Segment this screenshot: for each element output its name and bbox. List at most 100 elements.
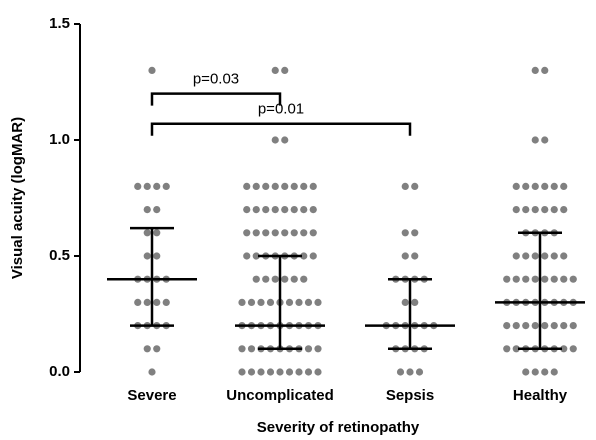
dot xyxy=(257,368,265,376)
dot xyxy=(541,136,549,144)
dot xyxy=(411,182,419,190)
dot xyxy=(281,275,289,283)
dot xyxy=(252,275,260,283)
dot xyxy=(406,368,414,376)
dot xyxy=(243,252,251,260)
x-axis-label: Severity of retinopathy xyxy=(257,419,420,436)
dot xyxy=(550,275,558,283)
dot xyxy=(512,206,520,214)
dot xyxy=(550,252,558,260)
dot xyxy=(541,252,549,260)
dot xyxy=(238,345,246,353)
dot xyxy=(309,252,317,260)
dot xyxy=(262,229,270,237)
dot xyxy=(503,345,511,353)
y-axis-label: Visual acuity (logMAR) xyxy=(9,117,26,279)
x-tick-label: Uncomplicated xyxy=(226,387,334,404)
dot xyxy=(281,229,289,237)
x-tick-label: Sepsis xyxy=(386,387,434,404)
p-value-label: p=0.01 xyxy=(258,101,304,118)
dot xyxy=(295,368,303,376)
dot xyxy=(512,322,520,330)
dot xyxy=(531,252,539,260)
p-value-label: p=0.03 xyxy=(193,71,239,88)
dot xyxy=(290,182,298,190)
dot xyxy=(257,298,265,306)
dot xyxy=(281,206,289,214)
dot xyxy=(541,66,549,74)
y-tick-label: 1.5 xyxy=(49,15,70,32)
dot xyxy=(531,275,539,283)
dot xyxy=(304,345,313,353)
dot xyxy=(153,298,161,306)
dot xyxy=(252,252,260,260)
significance-bracket xyxy=(150,122,412,136)
dot xyxy=(153,182,161,190)
dot xyxy=(512,182,520,190)
dot xyxy=(531,206,539,214)
dot xyxy=(281,66,289,74)
dot xyxy=(531,368,539,376)
dot xyxy=(238,298,246,306)
dot xyxy=(401,298,409,306)
dot xyxy=(309,229,317,237)
dot xyxy=(550,206,558,214)
dot xyxy=(243,229,251,237)
dot xyxy=(569,345,577,353)
dot xyxy=(134,298,142,306)
dot xyxy=(285,368,294,376)
dot xyxy=(290,206,298,214)
dot xyxy=(522,322,530,330)
dot xyxy=(243,182,251,190)
dot xyxy=(531,136,539,144)
dot xyxy=(503,275,511,283)
dot xyxy=(541,322,549,330)
dot xyxy=(153,345,161,353)
dot xyxy=(162,182,170,190)
dot xyxy=(285,298,294,306)
x-tick-label: Healthy xyxy=(513,387,568,404)
dot xyxy=(262,275,270,283)
dot xyxy=(550,368,558,376)
dot xyxy=(252,182,260,190)
dot xyxy=(290,229,298,237)
dot xyxy=(143,229,151,237)
dot xyxy=(522,252,530,260)
dot xyxy=(247,368,256,376)
dot xyxy=(153,229,161,237)
dot xyxy=(262,206,270,214)
dot xyxy=(295,298,303,306)
dot xyxy=(252,206,260,214)
dot xyxy=(522,182,530,190)
dot xyxy=(143,345,151,353)
dot xyxy=(281,182,289,190)
dot xyxy=(271,206,279,214)
dot xyxy=(541,182,549,190)
dot xyxy=(541,206,549,214)
dot xyxy=(569,322,577,330)
dot xyxy=(262,182,270,190)
significance-bracket xyxy=(150,92,282,106)
dot xyxy=(503,322,511,330)
dot xyxy=(560,182,568,190)
dot xyxy=(560,345,568,353)
dot xyxy=(314,298,322,306)
dot xyxy=(304,298,313,306)
dot xyxy=(541,275,549,283)
dot xyxy=(560,322,568,330)
dot xyxy=(309,182,317,190)
dot xyxy=(550,182,558,190)
dot xyxy=(309,206,317,214)
dot xyxy=(247,345,256,353)
dot xyxy=(134,182,142,190)
dot xyxy=(531,322,539,330)
dot xyxy=(512,345,520,353)
dot xyxy=(522,275,530,283)
dot xyxy=(396,368,405,376)
y-tick-label: 1.0 xyxy=(49,131,70,148)
dot xyxy=(148,368,156,376)
x-tick-label: Severe xyxy=(127,387,176,404)
dot xyxy=(401,182,409,190)
dot xyxy=(271,136,279,144)
